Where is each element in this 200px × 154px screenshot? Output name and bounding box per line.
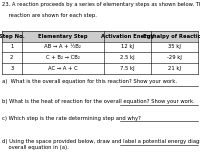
Text: Enthalpy of Reaction: Enthalpy of Reaction	[143, 34, 200, 39]
Text: a)  What is the overall equation for this reaction? Show your work.: a) What is the overall equation for this…	[2, 79, 177, 84]
Text: 2: 2	[10, 55, 13, 60]
Text: AB → A + ½B₂: AB → A + ½B₂	[44, 45, 81, 49]
Text: C + B₂ → CB₂: C + B₂ → CB₂	[46, 55, 80, 60]
FancyBboxPatch shape	[2, 31, 198, 42]
Text: d) Using the space provided below, draw and label a potential energy diagram to : d) Using the space provided below, draw …	[2, 139, 200, 150]
Text: Elementary Step: Elementary Step	[38, 34, 88, 39]
Text: c) Which step is the rate determining step and why?: c) Which step is the rate determining st…	[2, 116, 141, 121]
Text: reaction are shown for each step.: reaction are shown for each step.	[2, 13, 97, 18]
Text: 2.5 kJ: 2.5 kJ	[120, 55, 135, 60]
Text: Step No.: Step No.	[0, 34, 25, 39]
Text: 7.5 kJ: 7.5 kJ	[120, 66, 135, 71]
Text: Activation Energy: Activation Energy	[101, 34, 154, 39]
Text: 23. A reaction proceeds by a series of elementary steps as shown below. The acti: 23. A reaction proceeds by a series of e…	[2, 2, 200, 7]
Text: 35 kJ: 35 kJ	[168, 45, 181, 49]
Text: 12 kJ: 12 kJ	[121, 45, 134, 49]
Text: 3: 3	[10, 66, 13, 71]
Text: -29 kJ: -29 kJ	[167, 55, 182, 60]
Text: AC → A + C: AC → A + C	[48, 66, 78, 71]
Text: 21 kJ: 21 kJ	[168, 66, 181, 71]
Text: 1: 1	[10, 45, 13, 49]
Text: b) What is the heat of reaction for the overall equation? Show your work.: b) What is the heat of reaction for the …	[2, 99, 195, 103]
